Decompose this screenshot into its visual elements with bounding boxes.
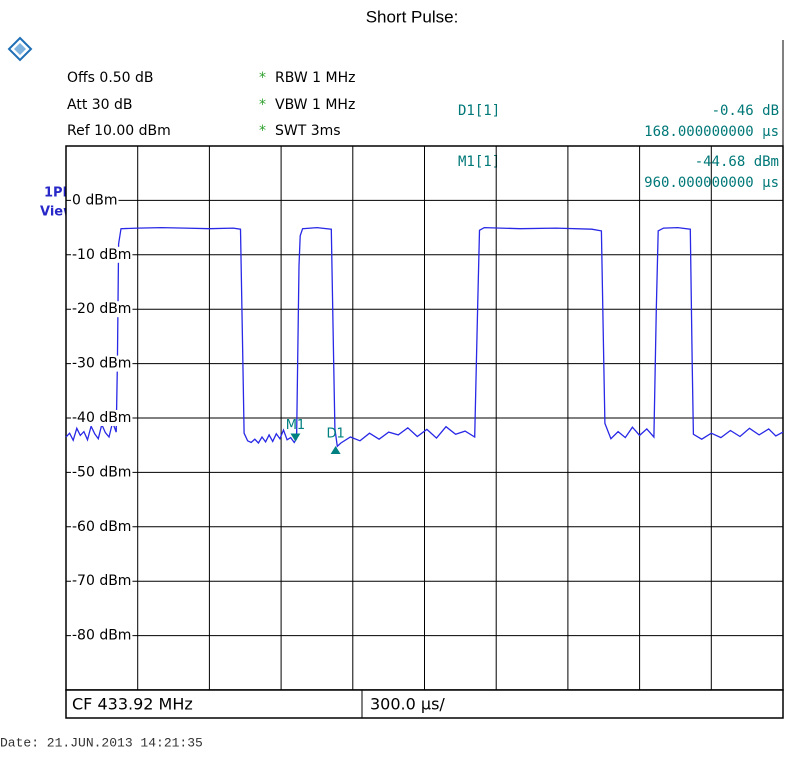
setting: SWT 3ms (275, 123, 341, 139)
y-tick-label: -30 dBm (72, 356, 131, 372)
logo (7, 36, 33, 62)
y-tick-label: -10 dBm (72, 247, 131, 263)
y-tick-label: -60 dBm (72, 519, 131, 535)
tick-label-bg (71, 410, 133, 426)
y-tick-label: -70 dBm (72, 573, 131, 589)
setting-flag: * (259, 97, 266, 113)
y-tick-label: -20 dBm (72, 301, 131, 317)
y-tick-label: -40 dBm (72, 410, 131, 426)
sweep-per-div: 300.0 µs/ (370, 695, 445, 714)
marker (290, 433, 301, 442)
readout-label: M1[1] (458, 154, 500, 170)
center-frequency: CF 433.92 MHz (72, 695, 193, 714)
readout-value: -0.46 dB (712, 103, 779, 119)
setting: VBW 1 MHz (275, 97, 355, 113)
marker-label: M1 (286, 418, 306, 433)
date: Date: 21.JUN.2013 14:21:35 (0, 735, 203, 750)
chart-title: Short Pulse: (366, 7, 459, 26)
readout-position: 168.000000000 µs (644, 124, 779, 140)
y-tick-label: 0 dBm (72, 192, 118, 208)
setting: RBW 1 MHz (275, 70, 355, 86)
readout-value: -44.68 dBm (695, 154, 779, 170)
setting-flag: * (259, 123, 266, 139)
marker-label: D1 (326, 426, 344, 441)
setting: Ref 10.00 dBm (67, 123, 171, 139)
setting: Att 30 dB (67, 97, 133, 113)
y-tick-label: -50 dBm (72, 464, 131, 480)
setting: Offs 0.50 dB (67, 70, 154, 86)
tick-label-bg (71, 192, 119, 209)
tick-label-bg (71, 301, 133, 318)
tick-label-bg (71, 464, 133, 481)
marker (330, 445, 341, 454)
tick-label-bg (71, 246, 133, 263)
trace (65, 226, 784, 448)
setting-flag: * (259, 70, 266, 86)
tick-label-bg (71, 518, 133, 535)
tick-label-bg (71, 355, 133, 372)
y-tick-label: -80 dBm (72, 628, 131, 644)
tick-label-bg (71, 573, 133, 590)
readout-label: D1[1] (458, 103, 500, 119)
trace-label: 1Pk (44, 186, 72, 201)
tick-label-bg (71, 627, 133, 644)
